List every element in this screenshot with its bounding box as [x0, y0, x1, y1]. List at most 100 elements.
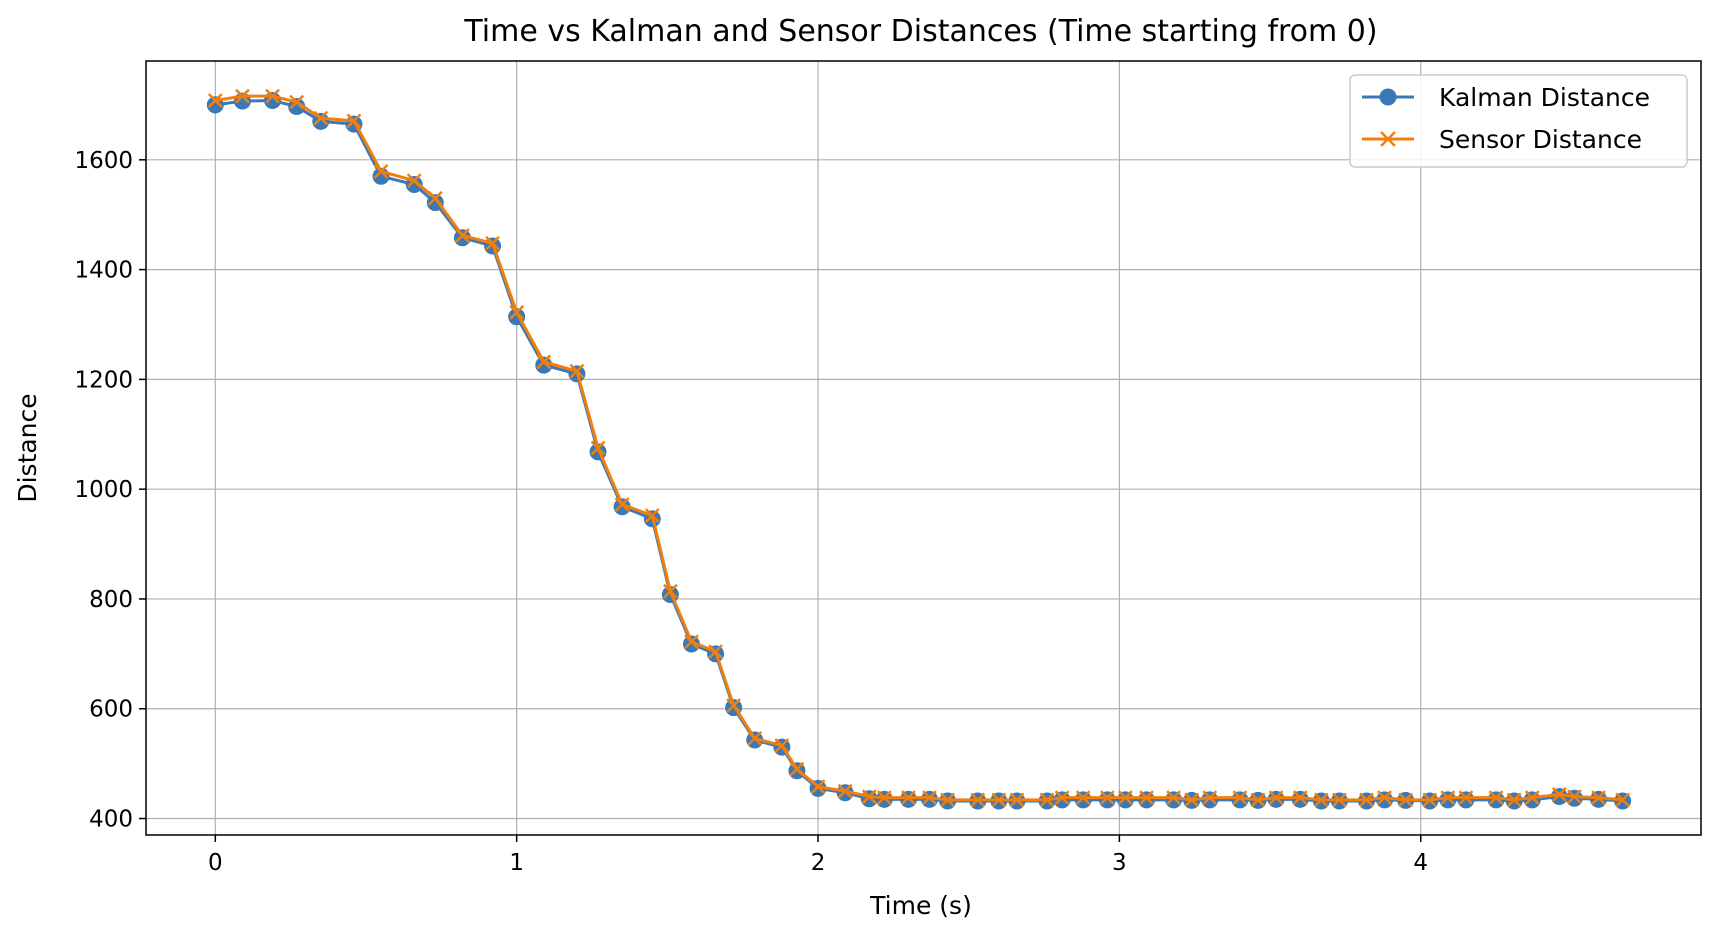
sensor-data-point	[569, 363, 585, 379]
sensor-data-point	[1377, 790, 1392, 806]
x-tick-label: 4	[1413, 850, 1428, 876]
sensor-data-point	[940, 792, 955, 808]
kalman-data-point	[1165, 791, 1183, 809]
sensor-data-point	[485, 235, 500, 251]
kalman-data-point	[1376, 791, 1394, 809]
sensor-data-point	[427, 190, 443, 206]
sensor-data-point	[1009, 792, 1025, 808]
sensor-data-point	[1591, 790, 1606, 806]
sensor-data-point	[747, 731, 763, 746]
sensor-data-point	[1099, 790, 1115, 806]
sensor-data-point	[313, 110, 329, 126]
sensor-data-point	[1422, 792, 1438, 808]
legend-sensor-label: Sensor Distance	[1439, 125, 1642, 154]
sensor-data-point	[235, 88, 250, 104]
plot-area	[206, 88, 1632, 810]
sensor-data-point	[644, 508, 660, 523]
y-tick-label: 400	[89, 807, 133, 833]
x-tick-label: 2	[811, 850, 826, 876]
kalman-data-point	[1098, 791, 1116, 809]
sensor-data-point	[861, 789, 877, 804]
x-axis-label: Time (s)	[869, 891, 972, 920]
sensor-data-point	[346, 113, 362, 129]
grid	[146, 61, 1701, 835]
legend-box	[1349, 74, 1688, 168]
kalman-data-point	[613, 498, 631, 516]
sensor-data-point	[207, 93, 223, 108]
legend-kalman-marker-icon	[1379, 88, 1397, 106]
kalman-data-point	[1053, 791, 1071, 809]
sensor-data-point	[1118, 790, 1133, 806]
sensor-data-point	[922, 790, 937, 806]
sensor-data-point	[1398, 792, 1414, 808]
kalman-data-point	[1231, 791, 1249, 809]
sensor-data-point	[1524, 790, 1540, 806]
sensor-data-point	[810, 779, 826, 795]
sensor-data-point	[837, 783, 853, 799]
kalman-data-point	[682, 635, 700, 653]
sensor-data-point	[509, 305, 525, 320]
sensor-data-point	[1458, 790, 1474, 806]
sensor-data-point	[1313, 792, 1329, 808]
sensor-data-point	[289, 94, 305, 110]
sensor-data-point	[1139, 790, 1154, 806]
sensor-data-point	[1488, 790, 1504, 806]
kalman-data-point	[1487, 791, 1505, 809]
x-tick-label: 3	[1112, 850, 1127, 876]
sensor-data-point	[1054, 790, 1070, 806]
sensor-data-point	[1567, 789, 1582, 804]
sensor-data-point	[590, 440, 606, 456]
sensor-data-point	[1292, 790, 1308, 806]
sensor-data-point	[265, 88, 280, 104]
sensor-data-point	[1250, 792, 1266, 808]
sensor-data-point	[789, 761, 805, 777]
sensor-data-point	[708, 644, 723, 660]
legend: Kalman Distance Sensor Distance	[1349, 74, 1688, 168]
sensor-data-point	[662, 583, 678, 599]
sensor-data-point	[726, 698, 742, 713]
sensor-data-point	[970, 792, 986, 808]
sensor-data-point	[536, 354, 552, 370]
kalman-data-point	[1074, 791, 1092, 809]
sensor-data-point	[1268, 790, 1284, 806]
x-tick-label: 1	[509, 850, 524, 876]
sensor-data-point	[1551, 786, 1567, 802]
sensor-data-point	[614, 497, 630, 512]
kalman-data-point	[453, 229, 471, 247]
x-tick-label: 0	[208, 850, 223, 876]
y-tick-label: 800	[89, 587, 133, 613]
kalman-data-point	[1201, 791, 1219, 809]
y-tick-label: 1200	[74, 367, 133, 393]
sensor-data-point	[1359, 792, 1374, 808]
sensor-data-point	[1184, 792, 1200, 808]
sensor-data-point	[774, 738, 790, 753]
axes-frame	[145, 60, 1702, 836]
sensor-data-point	[684, 634, 699, 650]
kalman-data-point	[1550, 788, 1568, 806]
kalman-data-point	[1116, 791, 1134, 809]
axis-ticks: 0 1 2 3 4 400 600 800 1000 1200 1400 1600	[74, 148, 1428, 876]
sensor-data-point	[1506, 792, 1522, 808]
sensor-data-point	[1075, 790, 1091, 806]
y-tick-label: 1000	[74, 477, 133, 503]
kalman-data-point	[1439, 791, 1457, 809]
sensor-data-point	[1202, 790, 1218, 806]
sensor-data-point	[1166, 790, 1182, 806]
sensor-data-point	[901, 790, 916, 806]
sensor-series	[207, 88, 1631, 808]
y-axis-label: Distance	[13, 393, 42, 502]
sensor-data-point	[876, 790, 892, 806]
sensor-data-point	[455, 228, 470, 243]
kalman-data-point	[426, 194, 444, 212]
y-tick-label: 600	[89, 697, 133, 723]
sensor-data-point	[1331, 792, 1347, 808]
sensor-data-point	[1232, 790, 1248, 806]
sensor-series-line	[215, 94, 1623, 802]
legend-kalman-label: Kalman Distance	[1439, 83, 1650, 112]
legend-sensor-marker-icon	[1380, 131, 1396, 147]
sensor-data-point	[1615, 792, 1631, 808]
sensor-data-point	[1440, 790, 1456, 806]
sensor-data-point	[991, 792, 1007, 808]
kalman-data-point	[535, 356, 553, 374]
